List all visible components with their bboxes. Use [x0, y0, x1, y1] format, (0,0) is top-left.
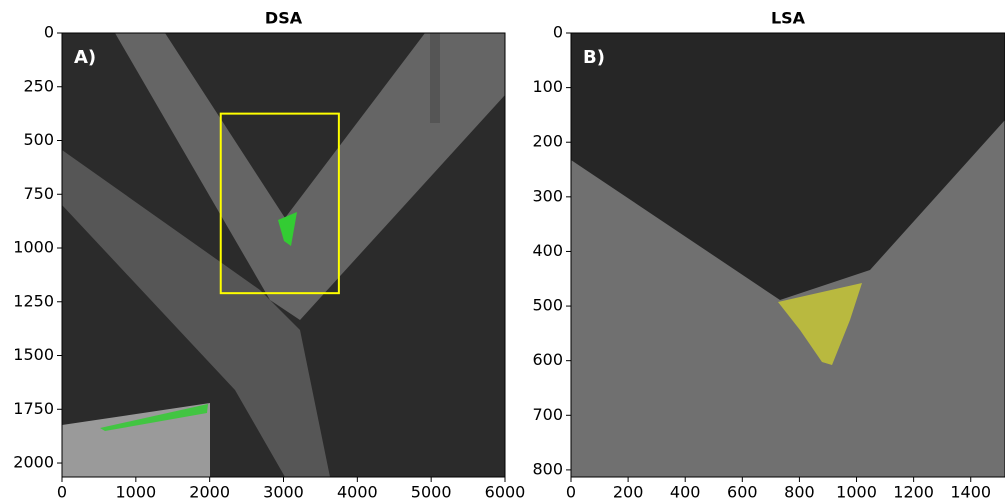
y-tick-label: 1750: [13, 399, 54, 418]
x-tick-label: 1000: [836, 483, 877, 502]
image-lsa: [571, 33, 1005, 477]
y-tick-label: 1000: [13, 238, 54, 257]
image-dsa: [62, 33, 505, 477]
x-tick-label: 4000: [337, 483, 378, 502]
y-tick-label: 1250: [13, 291, 54, 310]
y-tick-label: 500: [532, 296, 563, 315]
chart-title: DSA: [265, 9, 303, 28]
y-tick-label: 100: [532, 77, 563, 96]
axes-frame: [570, 32, 1005, 478]
y-tick-label: 0: [44, 23, 54, 42]
x-tick-label: 3000: [263, 483, 304, 502]
panel-label: A): [74, 47, 96, 68]
x-tick-label: 0: [566, 483, 576, 502]
x-tick-label: 800: [784, 483, 815, 502]
x-tick-label: 0: [57, 483, 67, 502]
y-tick-label: 1500: [13, 345, 54, 364]
y-tick-label: 2000: [13, 453, 54, 472]
x-tick-label: 2000: [189, 483, 230, 502]
y-tick-label: 750: [23, 184, 54, 203]
y-tick-label: 400: [532, 241, 563, 260]
y-tick-label: 600: [532, 350, 563, 369]
y-tick-label: 300: [532, 186, 563, 205]
x-tick-label: 200: [613, 483, 644, 502]
chart-title: LSA: [771, 9, 806, 28]
x-tick-label: 400: [670, 483, 701, 502]
y-tick-label: 250: [23, 76, 54, 95]
x-tick-label: 600: [727, 483, 758, 502]
x-tick-label: 1400: [950, 483, 991, 502]
x-tick-label: 1200: [893, 483, 934, 502]
panel-label: B): [583, 47, 605, 68]
y-tick-label: 800: [532, 459, 563, 478]
y-tick-label: 0: [553, 23, 563, 42]
y-tick-label: 200: [532, 132, 563, 151]
x-tick-label: 1000: [115, 483, 156, 502]
y-tick-label: 700: [532, 405, 563, 424]
roi-box: [219, 112, 340, 295]
x-tick-label: 5000: [411, 483, 452, 502]
y-tick-label: 500: [23, 130, 54, 149]
x-tick-label: 6000: [485, 483, 526, 502]
